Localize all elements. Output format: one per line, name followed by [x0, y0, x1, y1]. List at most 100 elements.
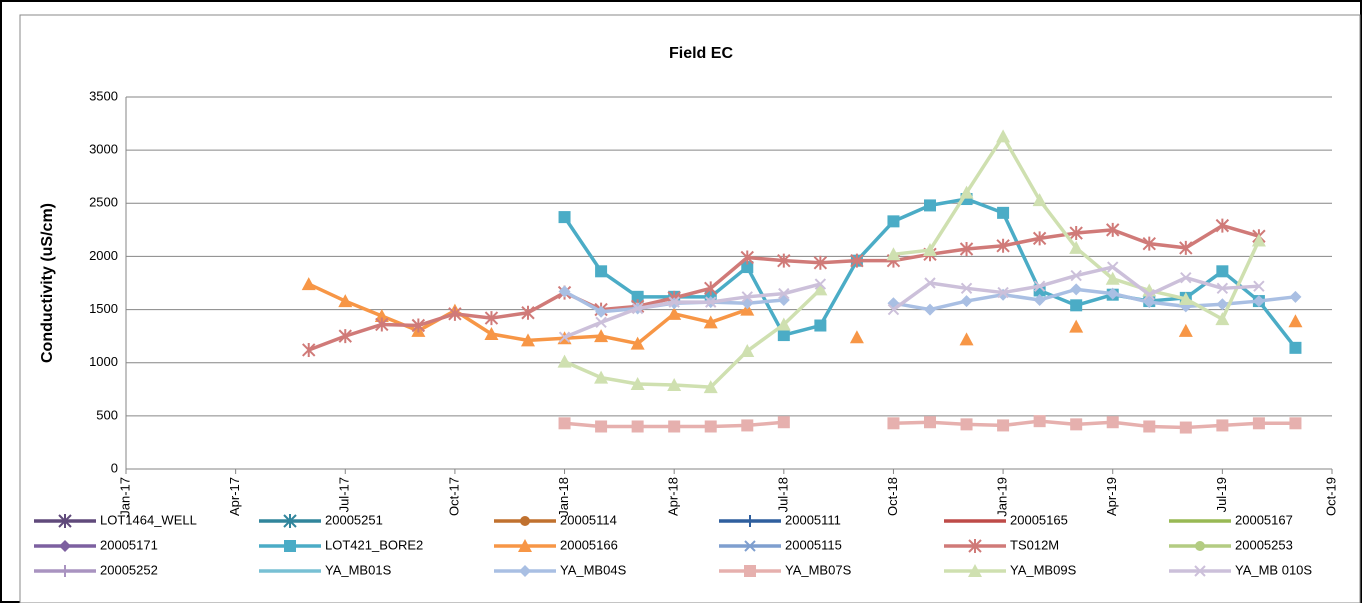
legend-label: 20005252	[100, 562, 158, 577]
marker	[924, 277, 936, 289]
marker	[1143, 420, 1156, 433]
marker	[1032, 193, 1047, 207]
legend-label: TS012M	[1010, 537, 1059, 552]
marker	[887, 417, 900, 430]
marker	[484, 311, 499, 326]
marker	[1105, 271, 1120, 285]
marker	[968, 564, 982, 577]
legend-item: 20005253	[1169, 537, 1293, 552]
legend-item: LOT1464_WELL	[34, 512, 197, 528]
marker	[521, 333, 535, 347]
x-tick-label: Apr-19	[1104, 477, 1119, 516]
marker	[1033, 280, 1046, 292]
marker	[1215, 312, 1230, 326]
marker	[740, 250, 754, 265]
marker	[1178, 291, 1193, 305]
marker	[1216, 419, 1229, 432]
marker	[59, 565, 71, 577]
marker	[1106, 416, 1119, 429]
marker	[776, 317, 791, 331]
marker	[744, 515, 756, 527]
marker	[1070, 269, 1082, 282]
marker	[924, 303, 936, 316]
marker	[960, 295, 973, 308]
marker	[1180, 271, 1192, 284]
chart-frame	[19, 14, 1361, 603]
legend-item: TS012M	[944, 537, 1059, 553]
legend-item: 20005115	[719, 537, 842, 552]
marker	[595, 305, 608, 318]
marker	[1289, 290, 1302, 303]
marker	[703, 380, 718, 394]
x-tick-label: Jan-17	[117, 477, 132, 517]
marker	[778, 287, 790, 300]
marker	[58, 514, 72, 528]
marker	[704, 420, 717, 433]
marker	[1069, 226, 1083, 241]
x-tick-label: Jul-18	[775, 477, 790, 512]
x-tick-label: Apr-18	[666, 477, 681, 516]
y-tick-label: 0	[111, 460, 118, 475]
marker	[1289, 417, 1302, 430]
legend-item: 20005251	[259, 512, 383, 528]
marker	[960, 418, 973, 431]
marker	[740, 344, 755, 358]
marker	[668, 420, 681, 433]
legend-label: YA_MB 010S	[1235, 562, 1312, 577]
legend-label: 20005111	[785, 512, 841, 527]
marker	[849, 330, 864, 344]
marker	[558, 417, 571, 430]
x-tick-label: Jul-19	[1214, 477, 1229, 512]
y-tick-label: 3500	[89, 88, 118, 103]
legend-item: 20005165	[944, 512, 1068, 527]
marker	[850, 253, 864, 268]
marker	[1032, 231, 1047, 246]
marker	[338, 329, 352, 344]
marker	[59, 540, 71, 552]
marker	[374, 308, 389, 322]
marker	[1216, 265, 1229, 278]
marker	[777, 253, 791, 268]
marker	[558, 331, 571, 343]
marker	[284, 540, 296, 552]
marker	[558, 285, 571, 298]
y-axis-title: Conductivity (uS/cm)	[39, 203, 56, 363]
marker	[521, 305, 535, 320]
marker	[302, 342, 316, 357]
marker	[595, 316, 607, 329]
marker	[741, 261, 754, 274]
marker	[741, 291, 753, 303]
marker	[518, 539, 532, 552]
legend-label: 20005167	[1235, 512, 1293, 527]
legend-label: YA_MB07S	[785, 562, 852, 577]
marker	[704, 281, 718, 296]
marker	[886, 247, 901, 261]
marker	[1179, 240, 1193, 255]
marker	[1143, 288, 1155, 301]
legend-label: 20005165	[1010, 512, 1068, 527]
legend-item: YA_MB07S	[719, 562, 852, 577]
marker	[997, 286, 1009, 299]
marker	[594, 329, 609, 343]
marker	[1289, 341, 1302, 354]
marker	[411, 318, 426, 333]
marker	[1252, 295, 1265, 308]
marker	[744, 540, 756, 552]
y-tick-label: 500	[96, 407, 118, 422]
marker	[520, 516, 530, 526]
marker	[1252, 417, 1265, 430]
marker	[595, 265, 608, 278]
marker	[630, 376, 645, 390]
marker	[338, 294, 353, 308]
y-tick-label: 2000	[89, 248, 118, 263]
marker	[1251, 233, 1266, 247]
legend-label: YA_MB01S	[325, 562, 392, 577]
y-tick-label: 2500	[89, 195, 118, 210]
x-tick-label: Oct-17	[446, 477, 461, 516]
marker	[1253, 280, 1265, 292]
marker	[996, 238, 1010, 253]
marker	[1215, 218, 1230, 233]
x-tick-label: Oct-19	[1323, 477, 1338, 516]
legend-item: YA_MB 010S	[1169, 562, 1312, 577]
